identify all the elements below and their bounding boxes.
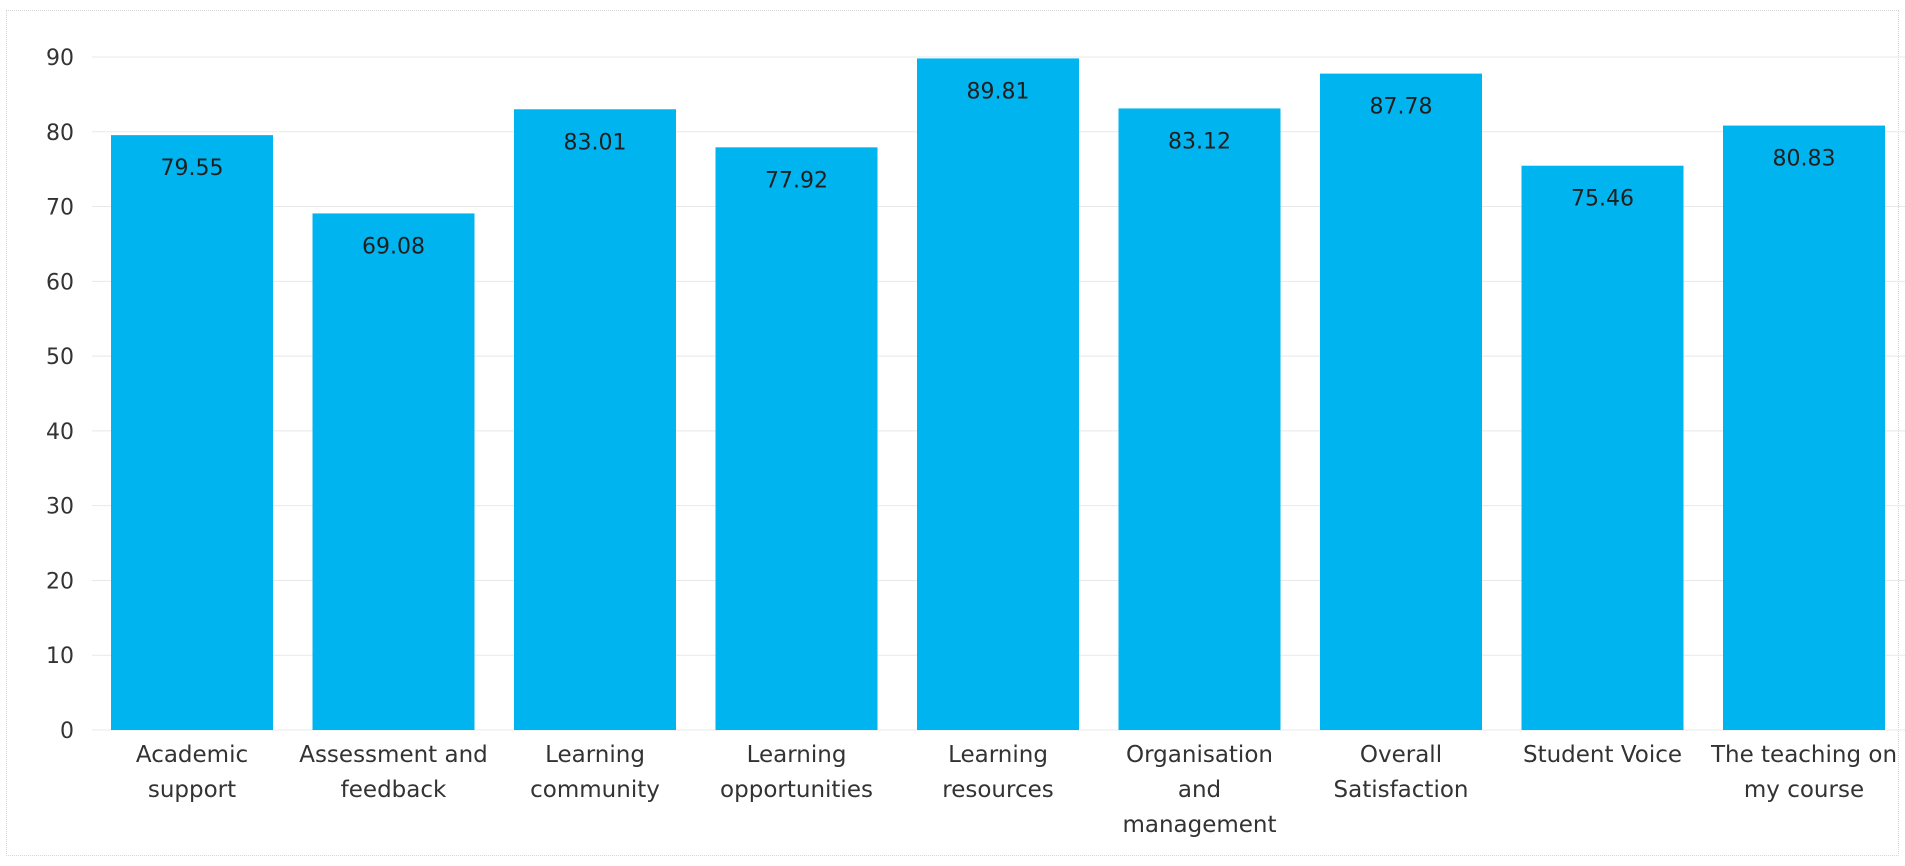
- bar[interactable]: [1723, 125, 1885, 730]
- data-label: 89.81: [967, 79, 1030, 104]
- x-tick-label-line: Academic: [136, 742, 248, 768]
- y-tick-label: 30: [46, 495, 74, 520]
- x-tick-label: Academic support: [136, 742, 248, 803]
- y-tick-label: 50: [46, 345, 74, 370]
- x-tick-label: Overall Satisfaction: [1334, 742, 1469, 803]
- x-tick-label-line: and: [1178, 777, 1221, 803]
- y-tick-label: 10: [46, 644, 74, 669]
- x-tick-label-line: management: [1122, 812, 1276, 838]
- x-tick-label-line: Organisation: [1126, 742, 1273, 768]
- data-label: 77.92: [765, 168, 828, 193]
- bar[interactable]: [111, 135, 273, 731]
- y-tick-label: 90: [46, 46, 74, 71]
- x-tick-label: Learning community: [530, 742, 660, 803]
- y-tick-label: 70: [46, 196, 74, 221]
- x-tick-label: Learning opportunities: [720, 742, 873, 803]
- bar[interactable]: [1118, 108, 1281, 730]
- x-tick-label-line: Learning: [747, 742, 847, 768]
- x-tick-label-line: Satisfaction: [1334, 777, 1469, 803]
- y-tick-label: 60: [46, 270, 74, 295]
- bar[interactable]: [1320, 73, 1482, 731]
- data-label: 83.01: [564, 130, 627, 155]
- x-tick-label-line: feedback: [341, 777, 447, 803]
- x-tick-label: Learning resources: [942, 742, 1053, 803]
- x-tick-label: Organisation and management: [1122, 742, 1276, 838]
- chart-frame: [6, 10, 1899, 856]
- data-label: 80.83: [1773, 147, 1836, 172]
- bar[interactable]: [514, 109, 676, 731]
- x-tick-label-line: The teaching on: [1710, 742, 1897, 768]
- bar[interactable]: [917, 58, 1079, 730]
- x-tick-label-line: community: [530, 777, 660, 803]
- x-tick-label-line: Learning: [545, 742, 645, 768]
- x-tick-label-line: Assessment and: [299, 742, 488, 768]
- data-label: 83.12: [1168, 129, 1231, 154]
- x-tick-label-line: resources: [942, 777, 1053, 803]
- bars: 79.55 69.08 83.01 77.92 89.81 83.12 87.78 75.46…: [111, 58, 1885, 731]
- y-tick-label: 20: [46, 569, 74, 594]
- bar[interactable]: [715, 147, 878, 731]
- y-axis: 0 10 20 30 40 50 60 70 80 90: [46, 46, 74, 744]
- data-label: 69.08: [362, 234, 425, 259]
- x-tick-label-line: support: [148, 777, 236, 803]
- x-tick-label-line: Overall: [1360, 742, 1442, 768]
- x-tick-label: The teaching on my course: [1710, 742, 1897, 803]
- data-label: 75.46: [1571, 187, 1634, 212]
- x-tick-label-line: my course: [1744, 777, 1864, 803]
- y-tick-label: 0: [60, 719, 74, 744]
- y-tick-label: 40: [46, 420, 74, 445]
- x-tick-label-line: Student Voice: [1523, 742, 1682, 768]
- data-label: 79.55: [161, 156, 224, 181]
- data-label: 87.78: [1370, 95, 1433, 120]
- x-tick-label-line: opportunities: [720, 777, 873, 803]
- bar[interactable]: [312, 213, 475, 730]
- x-tick-label: Assessment and feedback: [299, 742, 488, 803]
- y-tick-label: 80: [46, 121, 74, 146]
- x-axis: Academic support Assessment and feedback Lea…: [136, 742, 1897, 838]
- x-tick-label: Student Voice: [1523, 742, 1682, 768]
- bar[interactable]: [1521, 165, 1684, 731]
- x-tick-label-line: Learning: [948, 742, 1048, 768]
